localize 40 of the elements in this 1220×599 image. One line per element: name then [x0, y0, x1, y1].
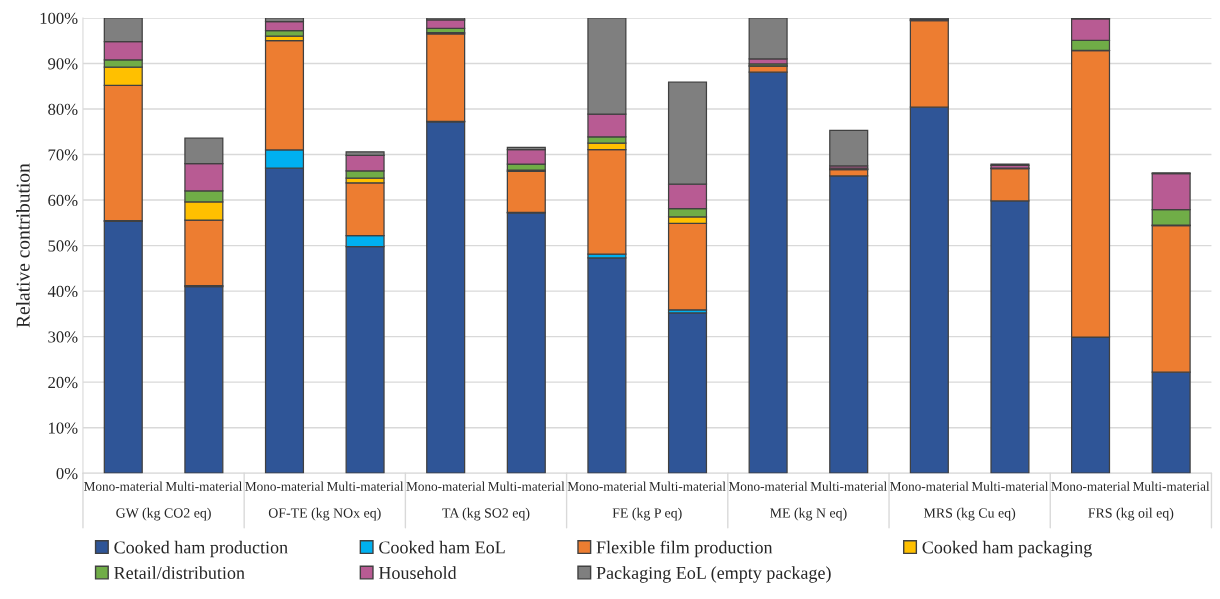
legend-label: Household [378, 566, 457, 580]
y-tick-label: 50% [48, 240, 78, 252]
y-tick-label: 80% [48, 103, 78, 116]
text: FE (kg P eq) [612, 507, 682, 521]
legend-label: Flexible film production [596, 540, 773, 558]
x-tick-label: Multi-material [326, 481, 404, 491]
x-tick-label: Mono-material [890, 481, 969, 491]
x-tick-label: Mono-material [84, 481, 163, 491]
y-tick-label: 100% [40, 12, 78, 24]
x-tick-label: Mono-material [728, 481, 808, 491]
x-tick-label: Mono-material [1051, 481, 1130, 491]
y-tick-label: 60% [48, 194, 78, 207]
y-tick-label: 30% [48, 331, 78, 343]
text: ME (kg N eq) [770, 507, 847, 521]
legend-label: Cooked ham production [114, 540, 288, 558]
text: MRS (kg Cu eq) [923, 507, 1016, 521]
text: TA (kg SO2 eq) [442, 507, 530, 521]
x-tick-label: Multi-material [649, 481, 726, 491]
y-tick-label: 10% [49, 422, 78, 434]
x-tick-label: Mono-material [245, 481, 324, 491]
legend-label: Cooked ham EoL [379, 540, 505, 554]
legend-label: Cooked ham packaging [922, 540, 1092, 558]
y-tick-label: 90% [48, 58, 78, 70]
y-axis-title: Relative contribution [16, 163, 30, 328]
legend-label: Retail/distribution [114, 566, 245, 580]
x-tick-label: Mono-material [406, 481, 485, 491]
y-tick-label: 20% [48, 376, 78, 389]
legend-label: Packaging EoL (empty package) [596, 566, 831, 583]
x-tick-label: Multi-material [971, 481, 1049, 491]
x-tick-label: Multi-material [810, 481, 887, 491]
x-tick-label: Multi-material [1133, 481, 1210, 491]
x-tick-label: Multi-material [488, 481, 565, 491]
text: FRS (kg oil eq) [1088, 507, 1174, 521]
x-tick-label: Mono-material [567, 481, 647, 491]
text: GW (kg CO2 eq) [116, 507, 211, 521]
y-tick-label: 40% [47, 285, 78, 298]
y-tick-label: 70% [48, 149, 78, 161]
x-tick-label: Multi-material [165, 481, 243, 491]
text: OF-TE (kg NOx eq) [268, 507, 381, 521]
y-tick-label: 0% [56, 467, 78, 480]
